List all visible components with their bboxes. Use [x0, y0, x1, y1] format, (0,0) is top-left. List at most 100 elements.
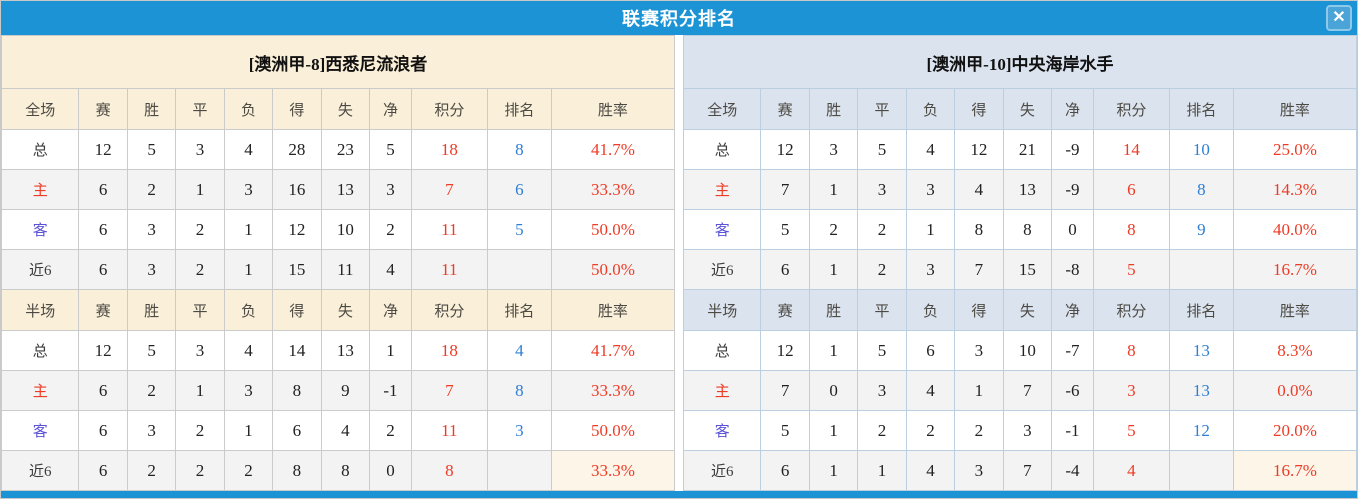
table-cell: -9: [1051, 169, 1094, 210]
table-cell: 6: [78, 249, 128, 290]
table-cell: 5: [857, 330, 907, 371]
column-header: 净: [369, 289, 412, 331]
table-cell: [486, 450, 552, 491]
table-cell: 20.0%: [1232, 410, 1357, 451]
table-cell: 11: [410, 209, 488, 250]
column-header: 积分: [1092, 289, 1170, 331]
table-cell: 14: [1092, 129, 1170, 170]
table-cell: 16.7%: [1232, 249, 1357, 290]
table-row-half: 总 12 5 3 4 14 13 1 18 4 41.7%: [1, 330, 676, 371]
row-label: 客: [682, 209, 762, 250]
close-icon[interactable]: ✕: [1326, 5, 1352, 31]
table-cell: 2: [857, 209, 907, 250]
table-cell: 3: [905, 169, 956, 210]
table-cell: 6: [78, 169, 128, 210]
table-cell: 4: [486, 330, 552, 371]
standings-content: [澳洲甲-8]西悉尼流浪者 全场赛胜平负得失净积分 排名 胜率总 12 5 3 4 28 23 5…: [1, 35, 1357, 491]
table-cell: 5: [760, 209, 810, 250]
table-cell: [486, 249, 552, 290]
table-cell: 3: [1092, 370, 1170, 411]
column-header: 积分: [1092, 88, 1170, 130]
row-label: 总: [1, 129, 80, 170]
column-header: 得: [954, 88, 1004, 130]
table-cell: 1: [857, 450, 907, 491]
table-cell: 2: [126, 370, 177, 411]
table-cell: 3: [905, 249, 956, 290]
column-header: 赛: [78, 88, 128, 130]
table-cell: 7: [410, 169, 488, 210]
row-label: 客: [1, 209, 80, 250]
table-cell: 11: [320, 249, 371, 290]
table-row-half: 总 12 1 5 6 3 10 -7 8 13 8.3%: [682, 330, 1357, 371]
table-cell: 14: [272, 330, 322, 371]
table-cell: 8: [272, 450, 322, 491]
row-label: 近6: [682, 450, 762, 491]
team-title: [澳洲甲-8]西悉尼流浪者: [1, 35, 675, 88]
table-row-full: 客 6 3 2 1 12 10 2 11 5 50.0%: [1, 209, 676, 250]
table-cell: 1: [175, 169, 225, 210]
column-header: 赛: [760, 289, 810, 331]
column-header: 净: [369, 88, 412, 130]
table-cell: [1168, 249, 1234, 290]
table-cell: 7: [410, 370, 488, 411]
table-cell: 5: [1092, 249, 1170, 290]
table-cell: 2: [223, 450, 274, 491]
row-label: 主: [1, 169, 80, 210]
table-cell: 3: [126, 209, 177, 250]
table-header-row-full: 全场赛胜平负得失净积分 排名 胜率: [682, 88, 1357, 130]
table-cell: 13: [320, 169, 371, 210]
table-cell: 41.7%: [550, 129, 676, 170]
table-cell: 8: [1092, 330, 1170, 371]
column-header: 负: [223, 88, 274, 130]
column-header: 排名: [1168, 289, 1234, 331]
table-cell: 0: [808, 370, 859, 411]
column-header: 失: [320, 88, 371, 130]
table-cell: 8.3%: [1232, 330, 1357, 371]
row-label: 客: [682, 410, 762, 451]
table-cell: 12: [272, 209, 322, 250]
table-cell: 41.7%: [550, 330, 676, 371]
table-cell: 5: [857, 129, 907, 170]
table-cell: 4: [369, 249, 412, 290]
table-cell: 7: [954, 249, 1004, 290]
table-header-row-full: 全场赛胜平负得失净积分 排名 胜率: [1, 88, 676, 130]
table-cell: 2: [369, 410, 412, 451]
table-cell: 3: [954, 450, 1004, 491]
table-cell: 6: [78, 450, 128, 491]
column-header: 负: [905, 88, 956, 130]
table-cell: 23: [320, 129, 371, 170]
table-cell: 3: [223, 370, 274, 411]
row-label: 近6: [1, 249, 80, 290]
table-cell: -6: [1051, 370, 1094, 411]
table-cell: 8: [954, 209, 1004, 250]
table-row-full: 总 12 5 3 4 28 23 5 18 8 41.7%: [1, 129, 676, 170]
table-cell: 12: [760, 330, 810, 371]
table-cell: 12: [954, 129, 1004, 170]
table-cell: -1: [1051, 410, 1094, 451]
table-cell: 3: [857, 370, 907, 411]
row-label: 近6: [1, 450, 80, 491]
column-header: 赛: [78, 289, 128, 331]
table-cell: 2: [808, 209, 859, 250]
titlebar: 联赛积分排名 ✕: [1, 1, 1357, 35]
table-cell: 33.3%: [550, 370, 676, 411]
table-cell: 5: [1092, 410, 1170, 451]
column-header: 胜率: [550, 289, 676, 331]
table-cell: 8: [410, 450, 488, 491]
table-cell: 13: [1002, 169, 1053, 210]
table-cell: 3: [126, 410, 177, 451]
table-cell: 1: [175, 370, 225, 411]
table-cell: 0.0%: [1232, 370, 1357, 411]
table-cell: 8: [320, 450, 371, 491]
table-cell: 4: [905, 129, 956, 170]
table-cell: 9: [1168, 209, 1234, 250]
table-cell: 14.3%: [1232, 169, 1357, 210]
table-row-full: 主 6 2 1 3 16 13 3 7 6 33.3%: [1, 169, 676, 210]
table-cell: 2: [857, 249, 907, 290]
table-cell: 2: [369, 209, 412, 250]
panel-divider: [675, 35, 683, 491]
table-cell: 8: [272, 370, 322, 411]
team-panel-central-coast: [澳洲甲-10]中央海岸水手 全场赛胜平负得失净积分 排名 胜率总 12 3 5 4 12 21…: [682, 35, 1357, 491]
column-header: 得: [954, 289, 1004, 331]
table-cell: -8: [1051, 249, 1094, 290]
